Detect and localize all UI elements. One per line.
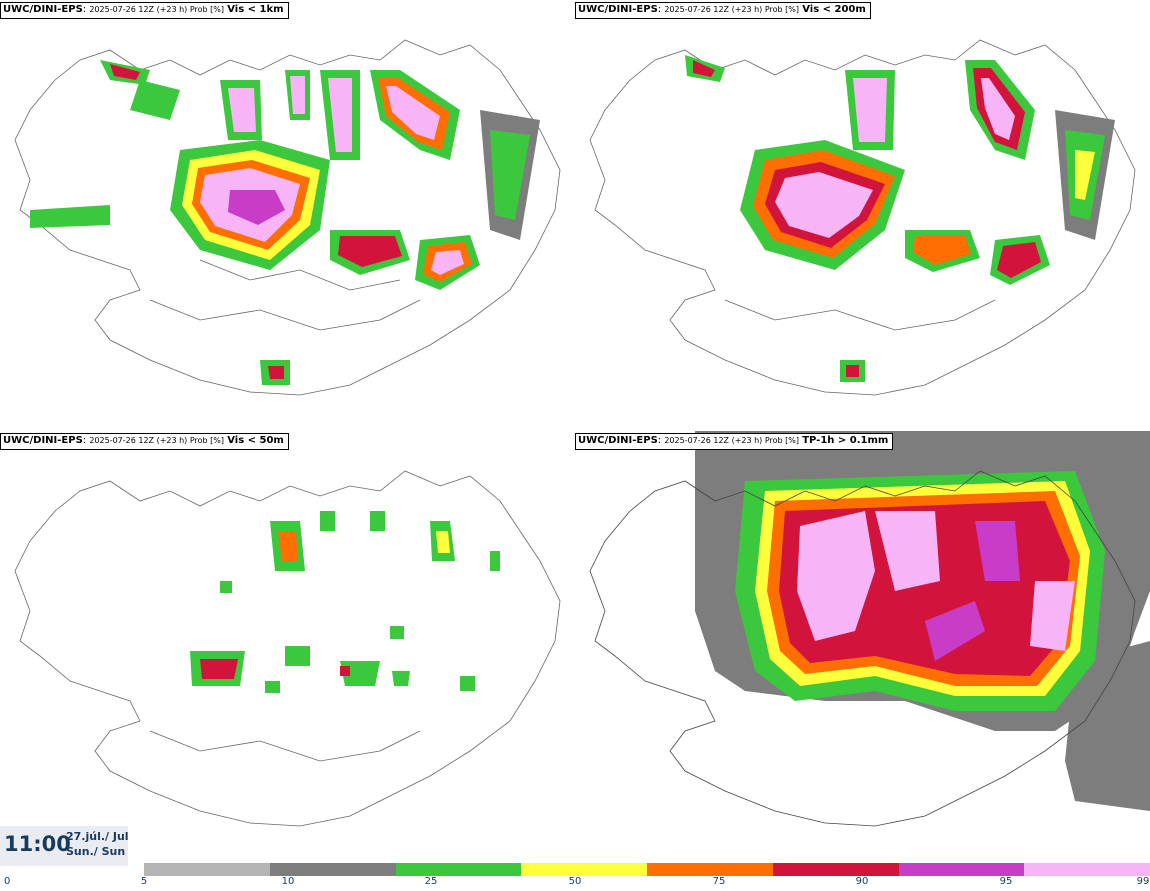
run-info: 2025-07-26 12Z (+23 h) Prob [%]: [89, 5, 225, 14]
map-panel-tp-1h: UWC/DINI-EPS: 2025-07-26 12Z (+23 h) Pro…: [575, 431, 1150, 861]
colorbar-segment-50-75: [521, 863, 647, 876]
run-info: 2025-07-26 12Z (+23 h) Prob [%]: [89, 436, 225, 445]
model-name: UWC/DINI-EPS: [578, 4, 658, 15]
valid-time-box: 11:00 27.júl./ Jul Sun./ Sun: [0, 826, 129, 866]
colorbar-tick: 75: [712, 876, 726, 887]
panel-title: UWC/DINI-EPS: 2025-07-26 12Z (+23 h) Pro…: [0, 2, 289, 19]
parameter-label: Vis < 50m: [227, 435, 284, 446]
panel-title: UWC/DINI-EPS: 2025-07-26 12Z (+23 h) Pro…: [0, 433, 289, 450]
valid-time: 11:00: [4, 832, 71, 856]
probability-map: [14, 470, 561, 827]
colorbar-segment-90-95: [772, 863, 899, 876]
colorbar-tick: 5: [140, 876, 148, 887]
iceland-outline: [589, 470, 1136, 827]
iceland-outline: [14, 39, 561, 396]
colorbar-segment-95-99: [898, 863, 1025, 876]
probability-areas: [190, 511, 500, 693]
colorbar-segment-25-50: [395, 863, 522, 876]
probability-areas: [685, 55, 1115, 382]
colorbar-segment-75-90: [647, 863, 773, 876]
parameter-label: Vis < 1km: [227, 4, 284, 15]
map-panel-vis-200m: UWC/DINI-EPS: 2025-07-26 12Z (+23 h) Pro…: [575, 0, 1150, 430]
iceland-outline: [14, 470, 561, 827]
parameter-label: TP-1h > 0.1mm: [802, 435, 889, 446]
model-name: UWC/DINI-EPS: [578, 435, 658, 446]
probability-map: [589, 39, 1136, 396]
map-panel-vis-50m: UWC/DINI-EPS: 2025-07-26 12Z (+23 h) Pro…: [0, 431, 575, 861]
colorbar-tick: 0: [4, 876, 11, 887]
colorbar-tick: 25: [424, 876, 438, 887]
colorbar-tick: 90: [855, 876, 869, 887]
run-info: 2025-07-26 12Z (+23 h) Prob [%]: [664, 436, 800, 445]
run-info: 2025-07-26 12Z (+23 h) Prob [%]: [664, 5, 800, 14]
probability-map: [14, 39, 561, 396]
colorbar-tick: 95: [999, 876, 1013, 887]
colorbar-tick: 99: [1136, 876, 1150, 887]
probability-map: [589, 431, 1150, 827]
model-name: UWC/DINI-EPS: [3, 435, 83, 446]
colorbar: [144, 863, 1150, 876]
colorbar-tick: 50: [568, 876, 582, 887]
map-panel-vis-1km: UWC/DINI-EPS: 2025-07-26 12Z (+23 h) Pro…: [0, 0, 575, 430]
panel-title: UWC/DINI-EPS: 2025-07-26 12Z (+23 h) Pro…: [575, 433, 894, 450]
colorbar-segment-10-25: [269, 863, 396, 876]
parameter-label: Vis < 200m: [802, 4, 866, 15]
panel-title: UWC/DINI-EPS: 2025-07-26 12Z (+23 h) Pro…: [575, 2, 871, 19]
probability-areas: [695, 431, 1150, 811]
valid-date: 27.júl./ Jul: [66, 830, 129, 843]
iceland-outline: [589, 39, 1136, 396]
probability-areas: [30, 60, 540, 385]
colorbar-tick: 10: [281, 876, 295, 887]
valid-weekday: Sun./ Sun: [66, 845, 126, 858]
colorbar-segment-5-10: [144, 863, 270, 876]
model-name: UWC/DINI-EPS: [3, 4, 83, 15]
colorbar-segment-99: [1024, 863, 1150, 876]
